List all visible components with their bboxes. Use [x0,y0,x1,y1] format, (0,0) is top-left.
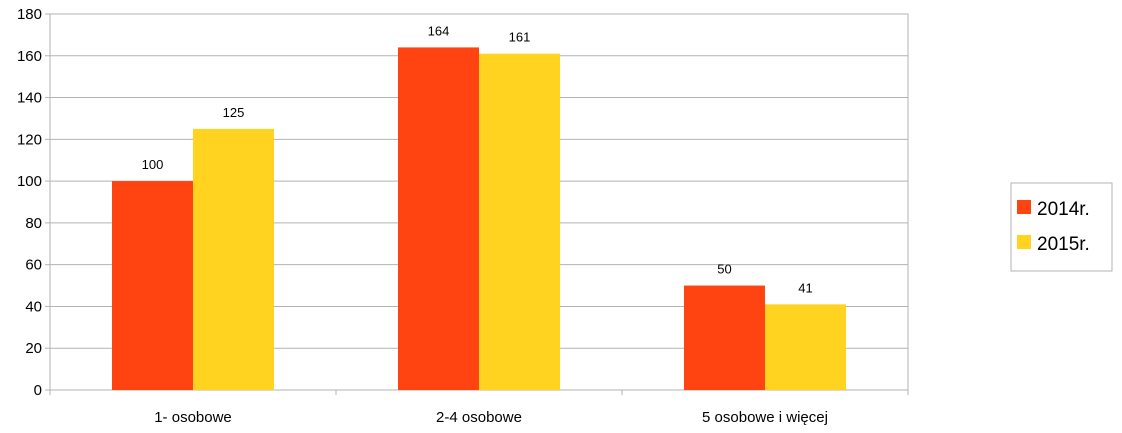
bar-2014r-0 [112,181,193,390]
data-label: 50 [717,262,731,277]
data-labels: 100 125 164 161 50 41 [142,23,813,295]
data-label: 100 [142,157,164,172]
y-tick-label: 180 [17,6,42,23]
y-tick-label: 0 [34,382,42,399]
y-tick-label: 80 [25,215,42,232]
y-tick-label: 20 [25,340,42,357]
data-label: 164 [428,23,450,38]
bar-2015r-1 [479,53,560,390]
x-category-label: 1- osobowe [154,409,232,426]
x-category-label: 5 osobowe i więcej [702,409,828,426]
legend: 2014r. 2015r. [1010,182,1113,272]
y-tick-label: 60 [25,257,42,274]
y-tick-label: 100 [17,173,42,190]
legend-swatch [1017,200,1031,214]
bar-2015r-0 [193,128,274,390]
legend-label: 2015r. [1037,234,1090,255]
legend-label: 2014r. [1037,199,1090,220]
axes: 0 20 40 60 80 100 120 140 160 180 1- osobowe 2-4 os… [17,6,909,426]
legend-swatch [1017,235,1031,249]
bar-2014r-1 [398,47,479,391]
y-tick-label: 40 [25,298,42,315]
legend-box [1010,182,1113,272]
data-label: 125 [223,105,245,120]
data-label: 161 [509,30,531,45]
bar-2014r-2 [684,285,765,390]
bars [112,47,846,391]
y-tick-label: 120 [17,131,42,148]
y-tick-label: 160 [17,48,42,65]
data-label: 41 [798,280,812,295]
x-category-label: 2-4 osobowe [436,409,522,426]
y-tick-label: 140 [17,90,42,107]
bar-2015r-2 [765,304,846,390]
